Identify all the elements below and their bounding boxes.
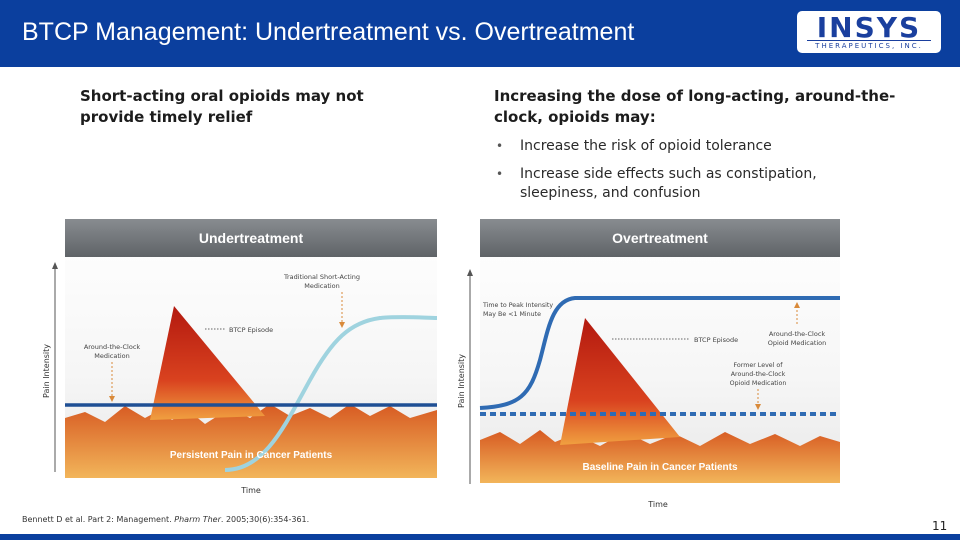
around-clock-label-line2: Medication [94,352,130,360]
title-bar: BTCP Management: Undertreatment vs. Over… [0,0,960,67]
footnote-suffix: . 2005;30(6):354-361. [220,515,310,524]
btcp-episode-spike [150,306,265,420]
former-level-line2: Around-the-Clock [731,371,786,378]
overtreatment-y-arrow-icon [467,269,473,276]
short-acting-label-line1: Traditional Short-Acting [283,273,360,281]
bullet-icon: • [496,167,504,181]
footnote-prefix: Bennett D et al. Part 2: Management. [22,515,175,524]
time-to-peak-line1: Time to Peak Intensity [482,302,553,309]
former-level-arrow-icon [755,404,761,410]
overtreatment-atc-line2: Opioid Medication [768,339,827,347]
overtreatment-btcp-label: BTCP Episode [694,336,738,344]
footnote-journal: Pharm Ther [174,515,221,524]
right-heading: Increasing the dose of long-acting, arou… [494,87,896,126]
short-acting-label-line2: Medication [304,282,340,290]
persistent-pain-label: Persistent Pain in Cancer Patients [170,450,333,461]
baseline-pain-label: Baseline Pain in Cancer Patients [582,462,737,473]
bullet-list: • Increase the risk of opioid tolerance •… [494,137,894,212]
page-number: 11 [932,519,948,533]
short-acting-curve [224,315,438,472]
undertreatment-y-label: Pain Intensity [42,344,51,398]
undertreatment-x-label: Time [240,486,261,495]
overtreatment-diagram: Overtreatment Pain Intensity Time Time t… [457,219,840,509]
time-to-peak-line2: May Be <1 Minute [483,311,541,318]
bullet-text: Increase side effects such as constipati… [520,166,817,201]
around-clock-arrow-icon [109,396,115,402]
former-level-line3: Opioid Medication [730,380,787,387]
undertreatment-diagram: Undertreatment Pain Intensity Time Tradi… [42,219,438,495]
overtreatment-y-label: Pain Intensity [457,354,466,408]
bullet-icon: • [496,139,504,153]
short-acting-arrow-icon [339,322,345,328]
logo-tagline: THERAPEUTICS, INC. [807,40,931,50]
overtreatment-atc-arrow-icon [794,302,800,308]
increased-dose-curve [479,296,840,410]
overtreatment-x-label: Time [647,500,668,509]
undertreatment-y-arrow-icon [52,262,58,269]
footer-bar [0,534,960,540]
around-clock-label-line1: Around-the-Clock [84,343,141,351]
undertreatment-banner-text: Undertreatment [199,230,304,246]
overtreatment-banner [480,219,840,257]
btcp-episode-label: BTCP Episode [229,326,273,334]
bullet-text: Increase the risk of opioid tolerance [520,138,772,154]
bullet-item: • Increase the risk of opioid tolerance [494,137,894,156]
former-level-line1: Former Level of [733,362,783,369]
persistent-pain-area [65,404,437,478]
reference-footnote: Bennett D et al. Part 2: Management. Pha… [22,515,309,524]
bullet-item: • Increase side effects such as constipat… [494,165,894,203]
insys-logo: INSYS THERAPEUTICS, INC. [795,9,943,55]
slide-title: BTCP Management: Undertreatment vs. Over… [22,18,635,46]
overtreatment-banner-text: Overtreatment [612,230,708,246]
logo-wordmark: INSYS [816,11,922,44]
undertreatment-banner [65,219,437,257]
overtreatment-atc-line1: Around-the-Clock [769,330,826,338]
left-heading: Short-acting oral opioids may not provid… [80,87,364,126]
